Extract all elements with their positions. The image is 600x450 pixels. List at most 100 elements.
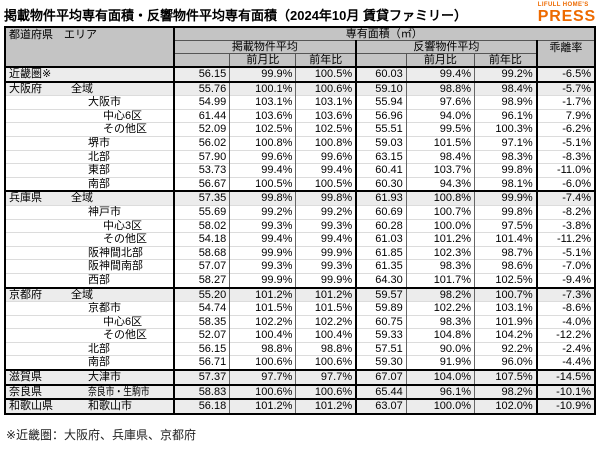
listed-area-value: 56.15 [173,341,231,356]
listed-yoy: 101.2% [295,398,358,414]
response-yoy: 99.8% [474,163,538,178]
listed-mom: 99.3% [229,259,297,274]
listed-yoy: 99.9% [295,245,358,260]
response-area-value: 59.33 [356,328,407,343]
listed-mom: 100.4% [229,328,297,343]
response-mom: 91.9% [406,355,476,371]
area-label: 中心6区 [103,315,143,328]
logo-lifull-homes-text: LIFULL HOME'S [537,2,589,8]
deviation-rate: -7.3% [536,286,595,302]
response-area-value: 59.30 [356,355,407,371]
response-mom: 104.8% [406,328,476,343]
header-row-3: 前月比 前年比 前月比 前年比 [5,53,595,68]
response-area-value: 55.94 [356,95,407,110]
listed-yoy: 99.4% [295,232,358,247]
deviation-rate: -7.4% [536,190,595,206]
listed-mom: 103.1% [229,95,297,110]
listed-area-value: 58.68 [173,245,231,260]
table-row: 阪神間北部 58.68 99.9% 99.9% 61.85 102.3% 98.7% -5.1… [5,245,595,260]
col-header-response-value-spacer [355,53,407,68]
prefecture-label: 近畿圏※ [9,68,52,80]
listed-area-value: 54.99 [173,95,231,110]
deviation-rate: -4.0% [536,314,595,329]
response-area-value: 61.85 [356,245,407,260]
pref-area-cell: 中心3区 [5,218,175,233]
listed-yoy: 102.5% [295,122,358,137]
col-header-listed-value-spacer [173,53,231,68]
listed-area-value: 56.67 [173,176,231,192]
listed-yoy: 98.8% [295,341,358,356]
pref-area-cell: 堺市 [5,135,175,151]
response-yoy: 100.3% [474,122,538,137]
pref-area-cell: 京都府 全域 [5,286,175,302]
listed-area-value: 57.37 [173,369,231,385]
response-yoy: 98.7% [474,245,538,260]
listed-yoy: 101.2% [295,286,358,302]
prefecture-label: 奈良県 [9,385,42,398]
table-row: 北部 57.90 99.6% 99.6% 63.15 98.4% 98.3% -8.3% [5,149,595,164]
listed-mom: 101.5% [229,301,297,316]
listed-yoy: 103.1% [295,95,358,110]
table-row: 近畿圏※ 56.15 99.9% 100.5% 60.03 99.4% 99.2% -6.5% [5,66,595,82]
response-area-value: 56.96 [356,108,407,123]
prefecture-label: 大阪府 [9,82,42,95]
response-yoy: 101.9% [474,314,538,329]
pref-area-cell: 中心6区 [5,314,175,329]
listed-yoy: 100.6% [295,355,358,371]
response-mom: 99.5% [406,122,476,137]
pref-area-cell: 兵庫県 全域 [5,190,175,206]
listed-mom: 100.1% [229,80,297,96]
listed-yoy: 99.3% [295,259,358,274]
table-row: 阪神間南部 57.07 99.3% 99.3% 61.35 98.3% 98.6% -7.0% [5,259,595,274]
col-header-response-avg: 反響物件平均 [355,40,538,54]
deviation-rate: -14.5% [536,369,595,385]
response-area-value: 65.44 [356,383,407,400]
response-area-value: 61.35 [356,259,407,274]
deviation-rate: -2.4% [536,341,595,356]
listed-area-value: 56.15 [173,66,231,82]
response-yoy: 98.6% [474,259,538,274]
listed-mom: 103.6% [229,108,297,123]
listed-area-value: 58.35 [173,314,231,329]
listed-yoy: 99.6% [295,149,358,164]
listed-mom: 100.6% [229,355,297,371]
pref-area-cell: その他区 [5,328,175,343]
response-mom: 98.8% [406,80,476,96]
response-yoy: 99.2% [474,66,538,82]
listed-area-value: 52.09 [173,122,231,137]
deviation-rate: -10.9% [536,398,595,414]
pref-area-cell: 神戸市 [5,204,175,220]
response-area-value: 64.30 [356,272,407,288]
listed-mom: 99.4% [229,163,297,178]
listed-yoy: 103.6% [295,108,358,123]
deviation-rate: -5.1% [536,135,595,151]
listed-yoy: 99.2% [295,204,358,220]
deviation-rate: -9.4% [536,272,595,288]
table-row: 北部 56.15 98.8% 98.8% 57.51 90.0% 92.2% -2.4% [5,341,595,356]
listed-mom: 99.6% [229,149,297,164]
response-yoy: 100.7% [474,286,538,302]
listed-yoy: 101.5% [295,301,358,316]
col-header-deviation: 乖離率 [535,40,596,68]
response-mom: 101.2% [406,232,476,247]
response-area-value: 61.03 [356,232,407,247]
pref-area-cell: 南部 [5,355,175,371]
response-yoy: 98.1% [474,176,538,192]
table-row: 中心6区 58.35 102.2% 102.2% 60.75 98.3% 101.9% -4.… [5,314,595,329]
area-label: 大津市 [88,371,121,384]
listed-yoy: 100.6% [295,80,358,96]
col-header-pref-area: 都道府県 エリア [4,26,175,68]
response-yoy: 102.0% [474,398,538,414]
area-label: 和歌山市 [88,400,132,413]
pref-area-cell: その他区 [5,232,175,247]
page-title: 掲載物件平均専有面積・反響物件平均専有面積（2024年10月 賃貸ファミリー） [4,8,467,23]
table-row: 東部 53.73 99.4% 99.4% 60.41 103.7% 99.8% -11.0% [5,163,595,178]
deviation-rate: 7.9% [536,108,595,123]
pref-area-cell: 西部 [5,272,175,288]
pref-area-cell: 大阪市 [5,95,175,110]
deviation-rate: -11.2% [536,232,595,247]
table-row: 中心6区 61.44 103.6% 103.6% 56.96 94.0% 96.1% 7.9% [5,108,595,123]
deviation-rate: -11.0% [536,163,595,178]
area-label: 大阪市 [88,96,121,109]
deviation-rate: -6.2% [536,122,595,137]
